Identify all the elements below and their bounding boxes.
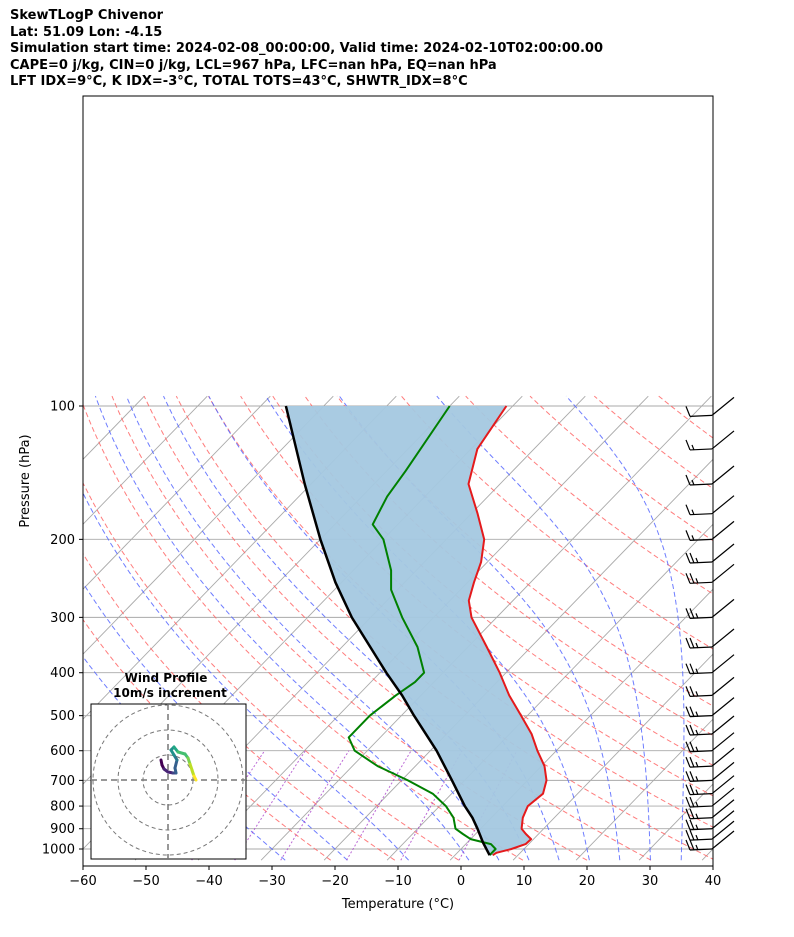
x-tick-label: 40 xyxy=(705,874,722,889)
wind-barb xyxy=(685,676,735,697)
x-tick-label: 20 xyxy=(579,874,596,889)
dry-adiabat xyxy=(83,481,460,861)
location-text: Lat: 51.09 Lon: -4.15 xyxy=(10,24,163,40)
isotherm-line xyxy=(323,458,713,861)
moist-adiabat xyxy=(94,395,470,861)
wind-barb xyxy=(685,799,735,820)
wind-barb xyxy=(685,732,735,753)
times-text: Simulation start time: 2024-02-08_00:00:… xyxy=(10,41,603,56)
dry-adiabat xyxy=(593,395,713,490)
wind-barb xyxy=(685,543,735,564)
isotherm-line xyxy=(0,396,18,860)
dry-adiabat xyxy=(529,395,713,542)
wind-barb xyxy=(685,715,735,736)
moist-adiabat xyxy=(83,492,409,861)
y-tick-label: 300 xyxy=(50,611,75,626)
moist-adiabat xyxy=(83,655,286,861)
x-tick-label: −20 xyxy=(321,874,348,889)
dewpoint-line xyxy=(347,405,497,856)
x-tick-label: −60 xyxy=(69,874,96,889)
isotherm-line xyxy=(512,653,713,861)
wind-barb xyxy=(685,628,735,649)
x-axis-label: Temperature (°C) xyxy=(341,897,454,912)
wind-barbs xyxy=(685,396,735,851)
x-tick-label: −30 xyxy=(258,874,285,889)
y-tick-label: 700 xyxy=(50,774,75,789)
y-tick-label: 400 xyxy=(50,666,75,681)
wind-profile-inset: Wind Profile 10m/s increment xyxy=(90,671,247,860)
wind-barb xyxy=(685,775,735,796)
mixing-ratio-line xyxy=(400,750,463,861)
wind-barb xyxy=(685,820,735,841)
isotherm-line xyxy=(575,718,713,861)
mixing-ratio-line xyxy=(346,750,412,861)
dry-adiabat xyxy=(465,395,713,595)
y-tick-label: 200 xyxy=(50,533,75,548)
isotherm-line xyxy=(0,396,81,860)
isotherm-line xyxy=(260,395,712,861)
wind-barb xyxy=(685,396,735,417)
wind-barb xyxy=(685,697,735,718)
moist-adiabat xyxy=(565,395,685,861)
dry-adiabat xyxy=(83,403,524,861)
y-tick-label: 800 xyxy=(50,800,75,815)
y-axis-label: Pressure (hPa) xyxy=(18,434,33,527)
data-layer xyxy=(284,405,548,857)
wind-barb xyxy=(685,465,735,486)
y-tick-label: 100 xyxy=(50,400,75,415)
wind-barb xyxy=(685,747,735,768)
hodograph-subtitle: 10m/s increment xyxy=(113,686,227,700)
moist-adiabat xyxy=(83,582,348,861)
dry-adiabat xyxy=(83,618,331,861)
isotherm-line xyxy=(83,395,208,525)
dry-adiabat xyxy=(240,395,713,797)
wind-barb xyxy=(685,598,735,619)
cin-shading xyxy=(285,406,547,856)
wind-barb xyxy=(685,810,735,831)
x-tick-label: −50 xyxy=(132,874,159,889)
x-tick-label: 30 xyxy=(642,874,659,889)
parcel-line xyxy=(284,405,491,856)
chart-title: SkewTLogP Chivenor xyxy=(10,8,164,23)
hodograph-title: Wind Profile xyxy=(125,671,208,685)
temperature-line xyxy=(467,405,548,857)
mixing-ratio-line xyxy=(280,750,350,861)
x-tick-label: −40 xyxy=(195,874,222,889)
hodograph-grid xyxy=(91,704,246,859)
wind-barb xyxy=(685,520,735,541)
moist-adiabat xyxy=(338,395,621,861)
y-tick-label: 600 xyxy=(50,744,75,759)
chart-header: SkewTLogP Chivenor Lat: 51.09 Lon: -4.15… xyxy=(10,8,603,91)
y-tick-label: 500 xyxy=(50,709,75,724)
wind-barb xyxy=(685,787,735,808)
x-tick-label: 0 xyxy=(457,874,465,889)
wind-barb xyxy=(685,495,735,516)
indices-line-2: LFT IDX=9°C, K IDX=-3°C, TOTAL TOTS=43°C… xyxy=(10,74,468,89)
wind-barb xyxy=(685,830,735,851)
isotherm-line xyxy=(83,395,334,655)
moist-adiabat xyxy=(436,395,651,861)
axis-layer: −60 −50 −40 −30 −20 −10 0 10 20 30 40 1000 900 800 700… xyxy=(42,400,721,890)
hodograph-segment xyxy=(192,774,198,782)
y-tick-label: 900 xyxy=(50,822,75,837)
x-tick-label: 10 xyxy=(516,874,533,889)
indices-line-1: CAPE=0 j/kg, CIN=0 j/kg, LCL=967 hPa, LF… xyxy=(10,57,497,73)
y-tick-label: 1000 xyxy=(42,843,75,858)
wind-barb xyxy=(685,430,735,451)
wind-barb xyxy=(685,654,735,675)
isotherm-line xyxy=(83,395,271,590)
x-tick-label: −10 xyxy=(384,874,411,889)
wind-barb xyxy=(685,761,735,782)
dry-adiabat xyxy=(83,552,396,861)
wind-barb xyxy=(685,563,735,584)
